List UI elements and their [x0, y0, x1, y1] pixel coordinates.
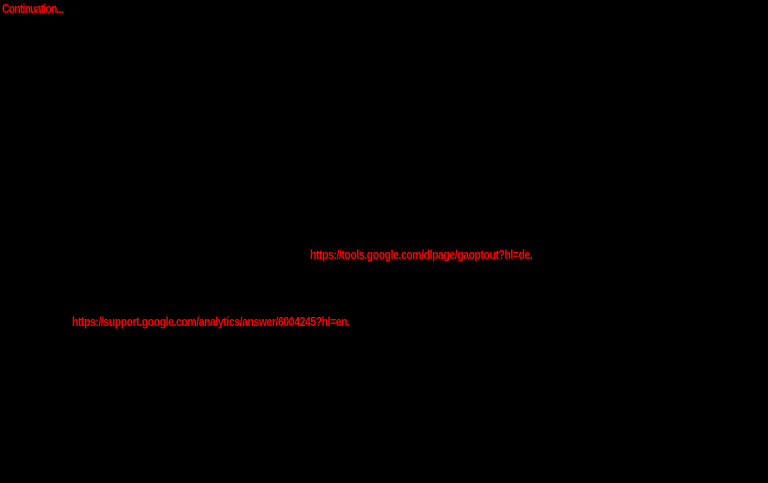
- link-analytics-answer-url[interactable]: https://support.google.com/analytics/ans…: [72, 314, 350, 329]
- page-title: Continuation...: [2, 1, 64, 16]
- link-gaoptout-url[interactable]: https://tools.google.com/dlpage/gaoptout…: [310, 247, 533, 262]
